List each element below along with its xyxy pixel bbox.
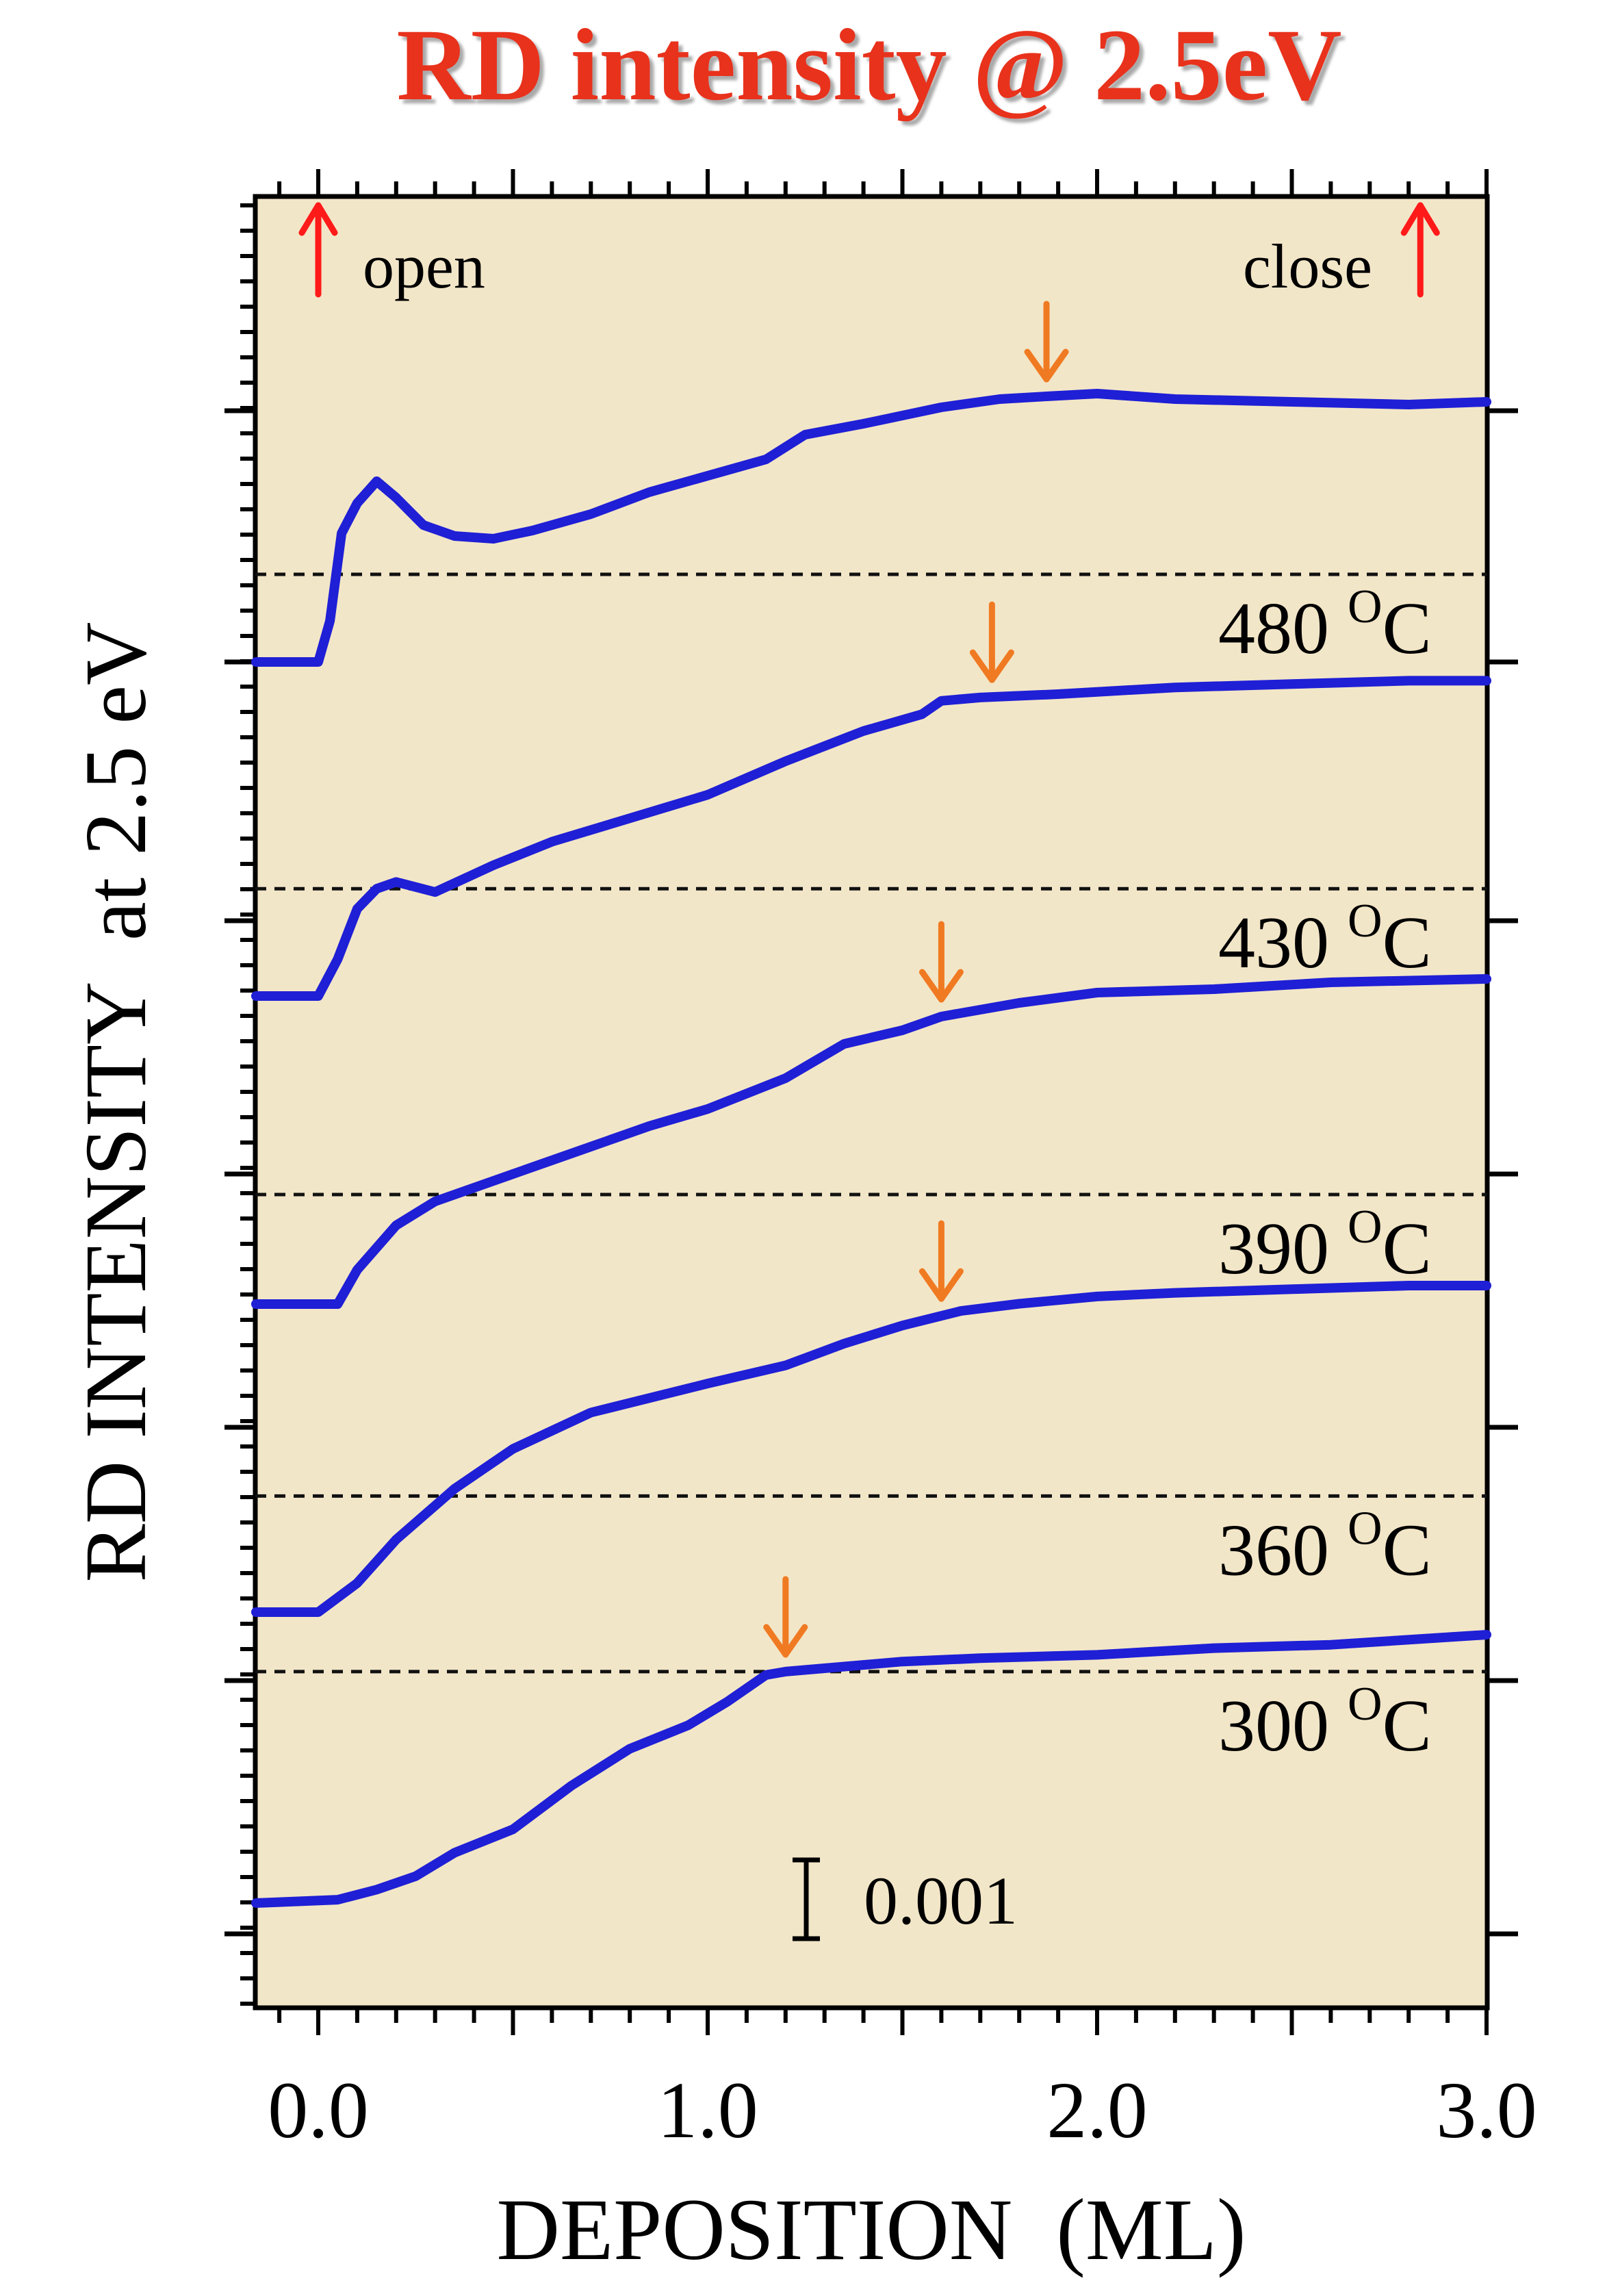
series-line-300: [251, 1630, 1491, 1908]
saturation-arrows: [763, 301, 1069, 1658]
series-line-430: [251, 676, 1491, 1001]
x-tick-label: 0.0: [268, 2065, 369, 2155]
saturation-arrow-390-head: [918, 969, 964, 1003]
temperature-label-360: 360 OC: [1218, 1502, 1432, 1591]
x-tick-label: 2.0: [1046, 2065, 1148, 2155]
chart-title: RD intensity @ 2.5eV: [396, 8, 1341, 122]
saturation-arrow-300-head: [763, 1624, 808, 1658]
x-tick-label: 1.0: [657, 2065, 758, 2155]
x-tick-labels: 0.0 1.0 2.0 3.0: [268, 2065, 1537, 2155]
open-arrow-head-icon: [298, 202, 338, 236]
temperature-label-430: 430 OC: [1218, 895, 1432, 984]
saturation-arrow-360-head: [918, 1268, 964, 1302]
series-line-360: [251, 1281, 1491, 1617]
series-line-480: [251, 389, 1491, 667]
shutter-open-marker: open: [298, 202, 485, 301]
plot-area: [253, 194, 1490, 2011]
temperature-labels: 480 OC 430 OC 390 OC 360 OC 300 OC: [1218, 581, 1432, 1767]
x-axis-label: DEPOSITION (ML): [497, 2181, 1246, 2278]
baseline-guides: [255, 572, 1487, 1674]
scale-bar-label: 0.001: [864, 1863, 1018, 1939]
axis-ticks: [224, 169, 1518, 2035]
open-label: open: [363, 231, 485, 301]
close-arrow-head-icon: [1400, 202, 1440, 236]
saturation-arrow-480-head: [1024, 348, 1069, 383]
temperature-label-480: 480 OC: [1218, 581, 1432, 669]
x-tick-label: 3.0: [1436, 2065, 1537, 2155]
close-label: close: [1243, 231, 1372, 301]
scale-bar: 0.001: [793, 1857, 1018, 1941]
y-axis-label: RD INTENSITY at 2.5 eV: [67, 622, 164, 1583]
temperature-label-300: 300 OC: [1218, 1678, 1432, 1767]
saturation-arrow-430-head: [969, 649, 1014, 683]
series-line-390: [251, 974, 1491, 1309]
temperature-label-390: 390 OC: [1218, 1201, 1432, 1290]
series-group: [251, 389, 1491, 1908]
shutter-close-marker: close: [1243, 202, 1440, 301]
